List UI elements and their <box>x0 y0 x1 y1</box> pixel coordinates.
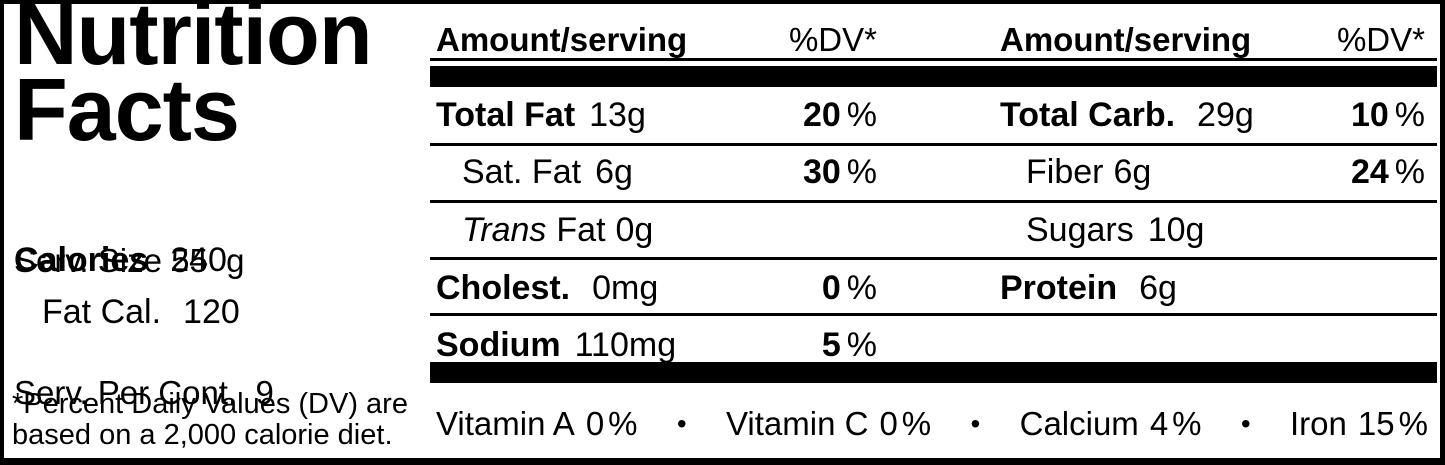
row-trans-fat: Trans Fat 0g <box>436 207 653 253</box>
nutrient-amount: 6g <box>1139 269 1177 307</box>
row-sat-fat: Sat. Fat 6g <box>436 149 633 195</box>
micronutrient-value: 4 <box>1149 405 1169 442</box>
fat-calories-label: Fat Cal. <box>42 293 162 331</box>
nutrient-amount: 6g <box>1113 153 1152 191</box>
row-total-carb-dv: 10% <box>1274 92 1425 138</box>
nutrient-amount: 0mg <box>592 269 659 307</box>
nutrient-amount: 29g <box>1197 96 1254 134</box>
header-thin-divider <box>430 58 1437 61</box>
fat-calories-value: 120 <box>183 293 240 331</box>
dv-value: 20 <box>802 96 841 134</box>
nutrient-amount: 13g <box>589 96 646 134</box>
dv-value: 24 <box>1350 153 1389 191</box>
dv-sign: % <box>1394 153 1425 191</box>
nutrient-name: Fat <box>556 211 606 249</box>
vitamin-a: Vitamin A 0% <box>436 405 638 443</box>
row-sodium: Sodium 110mg <box>436 322 676 368</box>
header-amount-left: Amount/serving <box>436 21 688 58</box>
nutrient-amount: 110mg <box>574 326 677 364</box>
row-divider-1 <box>430 143 1437 146</box>
nutrient-name: Cholest. <box>436 269 571 307</box>
dv-sign: % <box>846 326 877 364</box>
nutrient-name: Sat. Fat <box>462 153 582 191</box>
calcium: Calcium 4% <box>1020 405 1202 443</box>
header-dv-right: %DV* <box>1336 21 1425 58</box>
row-cholesterol: Cholest. 0mg <box>436 265 658 311</box>
serving-info: Serv. Size 55 g Serv. Per Cont. 9 <box>14 151 274 458</box>
row-total-carb: Total Carb. 29g <box>1000 92 1254 138</box>
dv-sign: % <box>846 153 877 191</box>
dv-value: 30 <box>802 153 841 191</box>
percent-sign: % <box>901 405 932 442</box>
dv-value: 5 <box>821 326 841 364</box>
footer-thick-divider <box>430 362 1437 383</box>
nutrient-name: Fiber <box>1026 153 1104 191</box>
micronutrient-value: 0 <box>585 405 605 442</box>
row-sat-fat-dv: 30% <box>702 149 877 195</box>
dv-footnote: *Percent Daily Values (DV) are based on … <box>12 389 408 451</box>
nutrient-name: Sugars <box>1026 211 1134 249</box>
row-sodium-dv: 5% <box>702 322 877 368</box>
nutrient-name: Sodium <box>436 326 561 364</box>
dv-sign: % <box>846 96 877 134</box>
row-total-fat: Total Fat 13g <box>436 92 646 138</box>
bullet-icon: • <box>676 408 687 439</box>
fat-calories-row: Fat Cal. 120 <box>42 293 240 332</box>
percent-sign: % <box>1398 405 1428 442</box>
row-sugars: Sugars 10g <box>1000 207 1204 253</box>
nutrient-amount: 6g <box>595 153 633 191</box>
calories-value: 240 <box>170 241 227 279</box>
nutrient-name: Protein <box>1000 269 1118 307</box>
nutrition-facts-title: Nutrition Facts <box>14 0 373 159</box>
header-dv-left: %DV* <box>788 21 877 58</box>
row-fiber-dv: 24% <box>1274 149 1425 195</box>
footnote-line-1: *Percent Daily Values (DV) are <box>12 388 408 420</box>
serving-size: Serv. Size 55 g <box>14 242 245 279</box>
title-line-1: Nutrition <box>14 0 373 83</box>
vitamin-c: Vitamin C 0% <box>726 405 931 443</box>
row-divider-2 <box>430 200 1437 203</box>
micronutrient-name: Vitamin A <box>436 405 575 442</box>
header-amount-right: Amount/serving <box>1000 21 1252 58</box>
micronutrients-row: Vitamin A 0% • Vitamin C 0% • Calcium 4% • … <box>436 401 1428 447</box>
bullet-icon: • <box>970 408 981 439</box>
micronutrient-name: Calcium <box>1019 405 1139 442</box>
nutrient-amount: 10g <box>1147 211 1205 249</box>
percent-sign: % <box>1172 405 1202 442</box>
header-thick-divider <box>430 66 1437 87</box>
servings-per-container: Serv. Per Cont. 9 <box>14 374 274 411</box>
row-divider-3 <box>430 257 1437 260</box>
row-fiber: Fiber 6g <box>1000 149 1151 195</box>
nutrient-name: Total Fat <box>436 96 576 134</box>
row-total-fat-dv: 20% <box>702 92 877 138</box>
dv-sign: % <box>1394 96 1425 134</box>
title-line-2: Facts <box>14 60 240 159</box>
micronutrient-name: Iron <box>1289 405 1347 442</box>
row-divider-4 <box>430 313 1437 316</box>
micronutrient-value: 0 <box>879 405 898 442</box>
nutrient-amount: 0g <box>615 211 654 249</box>
dv-value: 10 <box>1350 96 1389 134</box>
micronutrient-name: Vitamin C <box>725 405 869 442</box>
percent-sign: % <box>608 405 638 442</box>
nutrient-name: Total Carb. <box>1000 96 1176 134</box>
calories-label: Calories <box>14 241 149 279</box>
nutrient-name-italic: Trans <box>462 211 547 249</box>
micronutrient-value: 15 <box>1357 405 1395 442</box>
row-protein: Protein 6g <box>1000 265 1177 311</box>
dv-value: 0 <box>821 269 841 307</box>
bullet-icon: • <box>1240 408 1251 439</box>
footnote-line-2: based on a 2,000 calorie diet. <box>12 419 393 451</box>
calories-row: Calories 240 <box>14 241 227 280</box>
iron: Iron 15% <box>1290 405 1428 443</box>
dv-sign: % <box>846 269 877 307</box>
row-cholesterol-dv: 0% <box>702 265 877 311</box>
